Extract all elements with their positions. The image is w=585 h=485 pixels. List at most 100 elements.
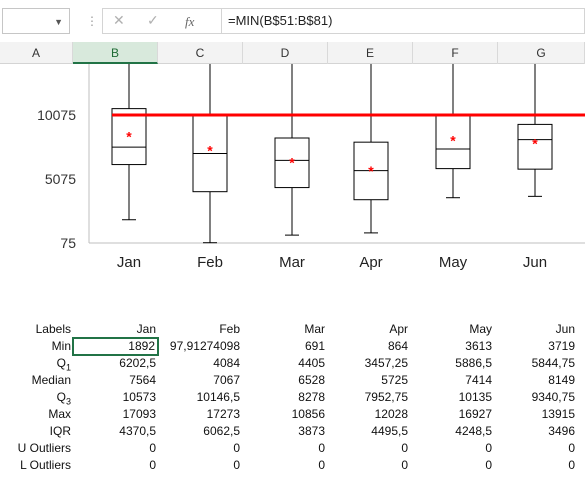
table-cell[interactable]: 12028 xyxy=(374,407,408,421)
month-header[interactable]: Jan xyxy=(136,322,156,336)
table-cell[interactable]: 0 xyxy=(149,458,156,472)
mean-marker: * xyxy=(126,128,132,144)
table-cell[interactable]: 17093 xyxy=(122,407,156,421)
month-header[interactable]: Jun xyxy=(555,322,575,336)
formula-buttons: ✕ ✓ fx xyxy=(102,8,222,34)
mean-marker: * xyxy=(207,143,213,159)
table-cell[interactable]: 691 xyxy=(304,339,325,353)
row-label[interactable]: U Outliers xyxy=(17,441,71,455)
table-cell[interactable]: 13915 xyxy=(541,407,575,421)
y-tick-label: 10075 xyxy=(37,107,76,123)
table-cell[interactable]: 6528 xyxy=(298,373,325,387)
table-cell[interactable]: 6202,5 xyxy=(119,356,156,370)
table-cell[interactable]: 16927 xyxy=(458,407,492,421)
table-cell[interactable]: 97,91274098 xyxy=(169,339,240,353)
table-cell[interactable]: 0 xyxy=(568,458,575,472)
row-label[interactable]: Min xyxy=(51,339,71,353)
table-cell[interactable]: 10135 xyxy=(458,390,492,404)
month-header[interactable]: Apr xyxy=(389,322,408,336)
table-cell[interactable]: 0 xyxy=(318,458,325,472)
table-cell[interactable]: 7952,75 xyxy=(364,390,408,404)
table-cell[interactable]: 3613 xyxy=(465,339,492,353)
table-cell[interactable]: 7067 xyxy=(213,373,240,387)
table-cell[interactable]: 4370,5 xyxy=(119,424,156,438)
x-tick-label: Jan xyxy=(117,254,141,271)
table-cell[interactable]: 10146,5 xyxy=(196,390,240,404)
table-cell[interactable]: 3873 xyxy=(298,424,325,438)
table-cell[interactable]: 0 xyxy=(149,441,156,455)
table-cell[interactable]: 5844,75 xyxy=(531,356,575,370)
cancel-icon[interactable]: ✕ xyxy=(113,12,125,28)
table-cell[interactable]: 10573 xyxy=(122,390,156,404)
formula-input[interactable]: =MIN(B$51:B$81) xyxy=(222,8,585,34)
row-label[interactable]: Q3 xyxy=(56,390,71,407)
row-label[interactable]: L Outliers xyxy=(20,458,71,472)
box-jun xyxy=(517,123,553,170)
table-row: Min 1892 97,91274098 691 864 3613 3719 xyxy=(0,337,585,356)
table-cell[interactable]: 7564 xyxy=(129,373,156,387)
month-header[interactable]: Mar xyxy=(304,322,325,336)
y-tick-label: 5075 xyxy=(45,171,76,187)
row-label[interactable]: Q1 xyxy=(56,356,71,373)
row-label[interactable]: IQR xyxy=(49,424,71,438)
row-label[interactable]: Labels xyxy=(35,322,71,336)
insert-function-icon[interactable]: fx xyxy=(185,14,195,29)
box-mar xyxy=(274,137,310,189)
table-cell[interactable]: 3719 xyxy=(548,339,575,353)
table-cell[interactable]: 9340,75 xyxy=(531,390,575,404)
name-box[interactable]: ▼ xyxy=(2,8,70,34)
table-row: L Outliers 0 0 0 0 0 0 xyxy=(0,457,585,474)
box-plot-chart: 75 5075 10075 * * * * * * Jan Feb Mar Apr May Jun xyxy=(37,64,585,271)
table-cell[interactable]: 0 xyxy=(485,441,492,455)
table-cell[interactable]: 0 xyxy=(401,458,408,472)
column-header-f[interactable]: F xyxy=(413,42,498,64)
x-tick-label: May xyxy=(439,254,468,271)
table-cell[interactable]: 8149 xyxy=(548,373,575,387)
table-cell[interactable]: 3496 xyxy=(548,424,575,438)
table-cell[interactable]: 0 xyxy=(233,458,240,472)
column-header-e[interactable]: E xyxy=(328,42,413,64)
mean-marker: * xyxy=(289,155,295,171)
x-tick-label: Mar xyxy=(279,254,305,271)
column-header-g[interactable]: G xyxy=(498,42,585,64)
row-label[interactable]: Max xyxy=(48,407,71,421)
row-label[interactable]: Median xyxy=(31,373,71,387)
month-header[interactable]: May xyxy=(469,322,492,336)
table-cell[interactable]: 4084 xyxy=(213,356,240,370)
table-cell[interactable]: 4405 xyxy=(298,356,325,370)
table-cell[interactable]: 4495,5 xyxy=(371,424,408,438)
table-cell[interactable]: 8278 xyxy=(298,390,325,404)
table-cell[interactable]: 17273 xyxy=(206,407,240,421)
table-cell[interactable]: 864 xyxy=(387,339,408,353)
active-cell[interactable]: 1892 xyxy=(72,337,159,356)
table-cell[interactable]: 5725 xyxy=(381,373,408,387)
mean-marker: * xyxy=(368,163,374,179)
table-row: Max 17093 17273 10856 12028 16927 13915 xyxy=(0,406,585,423)
table-cell[interactable]: 0 xyxy=(401,441,408,455)
table-cell[interactable]: 7414 xyxy=(465,373,492,387)
column-header-c[interactable]: C xyxy=(158,42,243,64)
column-header-b[interactable]: B xyxy=(73,42,158,64)
column-header-d[interactable]: D xyxy=(243,42,328,64)
table-row: U Outliers 0 0 0 0 0 0 xyxy=(0,440,585,457)
table-cell[interactable]: 6062,5 xyxy=(203,424,240,438)
x-tick-label: Apr xyxy=(359,254,382,271)
table-row: Q3 10573 10146,5 8278 7952,75 10135 9340,75 xyxy=(0,389,585,406)
table-cell[interactable]: 3457,25 xyxy=(364,356,408,370)
table-cell[interactable]: 0 xyxy=(568,441,575,455)
table-cell[interactable]: 0 xyxy=(233,441,240,455)
table-header-row: Labels Jan Feb Mar Apr May Jun xyxy=(0,321,585,338)
table-cell[interactable]: 0 xyxy=(318,441,325,455)
enter-icon[interactable]: ✓ xyxy=(147,12,159,28)
table-cell[interactable]: 10856 xyxy=(291,407,325,421)
x-tick-label: Feb xyxy=(197,254,223,271)
table-cell[interactable]: 0 xyxy=(485,458,492,472)
more-options-icon: ⋮ xyxy=(86,14,98,28)
month-header[interactable]: Feb xyxy=(219,322,240,336)
table-cell[interactable]: 5886,5 xyxy=(455,356,492,370)
column-header-a[interactable]: A xyxy=(0,42,73,64)
box-jan xyxy=(111,108,147,166)
chevron-down-icon[interactable]: ▼ xyxy=(54,17,63,27)
table-row: Q1 6202,5 4084 4405 3457,25 5886,5 5844,75 xyxy=(0,355,585,372)
table-cell[interactable]: 4248,5 xyxy=(455,424,492,438)
